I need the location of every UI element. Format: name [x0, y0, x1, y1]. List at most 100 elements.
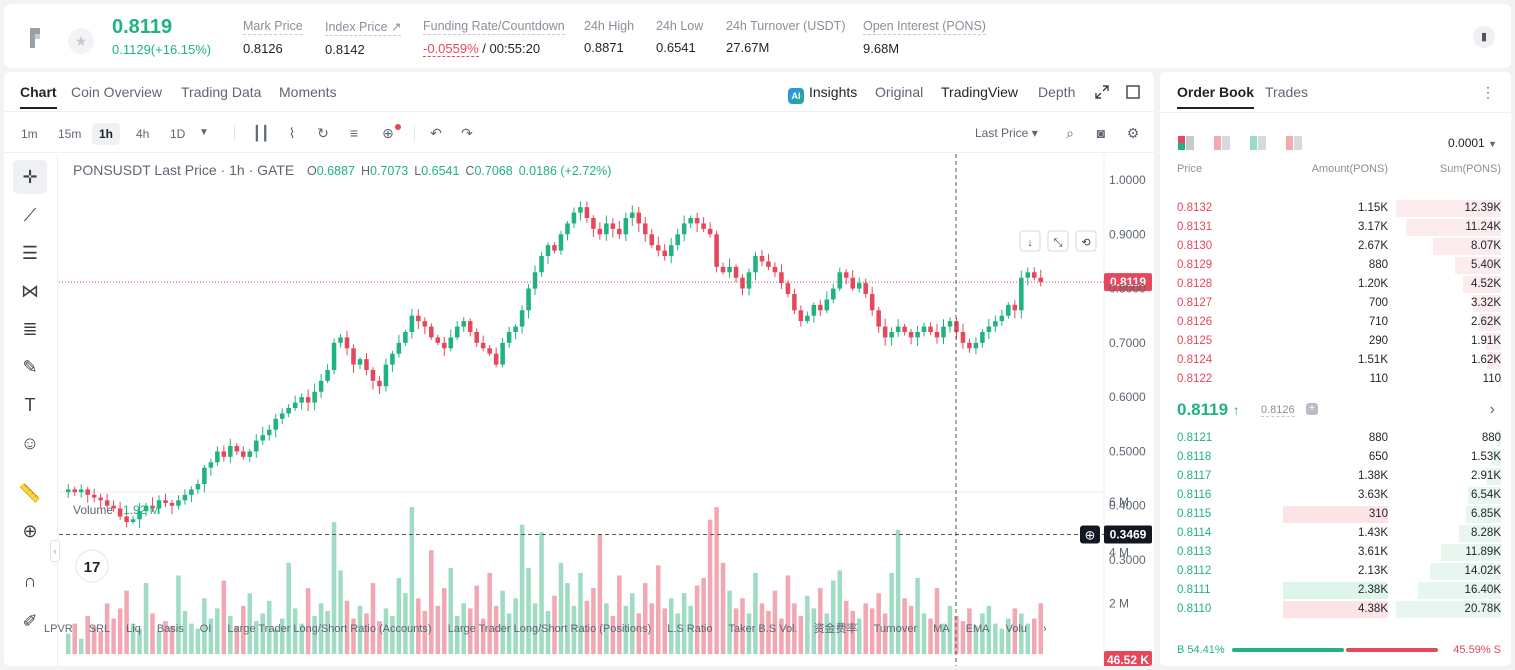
candle-body [863, 283, 868, 294]
volume-bar [720, 562, 726, 654]
ask-row[interactable]: 0.8129 880 5.40K [1160, 256, 1511, 275]
stat-index-price[interactable]: Index Price ↗ 0.8142 [325, 19, 402, 57]
bid-row[interactable]: 0.8121 880 880 [1160, 429, 1511, 448]
tab-coin-overview[interactable]: Coin Overview [71, 84, 163, 100]
ask-row[interactable]: 0.8122 110 110 [1160, 370, 1511, 389]
indicator-item[interactable]: LPVR [44, 623, 73, 635]
indicator-item[interactable]: L.S Ratio [667, 623, 713, 635]
crosshair-tool-icon[interactable]: ✛ [13, 160, 47, 194]
bid-row[interactable]: 0.8117 1.38K 2.91K [1160, 467, 1511, 486]
interval-1h[interactable]: 1h [92, 123, 121, 145]
redo-icon[interactable]: ↷ [461, 125, 473, 141]
emoji-tool-icon[interactable]: ☺ [20, 433, 40, 453]
bid-row[interactable]: 0.8118 650 1.53K [1160, 448, 1511, 467]
interval-1m[interactable]: 1m [21, 127, 38, 141]
bid-row[interactable]: 0.8115 310 6.85K [1160, 505, 1511, 524]
indicator-item[interactable]: OI [199, 623, 212, 635]
fib-tool-icon[interactable]: ≣ [22, 319, 38, 339]
view-tradingview[interactable]: TradingView [941, 84, 1019, 100]
indicator-item[interactable]: Turnover [873, 623, 918, 635]
indicator-item[interactable]: Large Trader Long/Short Ratio (Positions… [447, 623, 652, 635]
indicator-item[interactable]: MA [933, 623, 950, 635]
tab-trades[interactable]: Trades [1265, 84, 1309, 100]
magnet-tool-icon[interactable]: ∩ [23, 571, 37, 591]
window-icon[interactable] [1126, 85, 1140, 99]
text-tool-icon[interactable]: T [24, 395, 36, 415]
view-asks-icon[interactable] [1214, 136, 1230, 150]
ask-row[interactable]: 0.8124 1.51K 1.62K [1160, 351, 1511, 370]
pencil-edit-icon[interactable]: ✐ [22, 611, 38, 631]
replay-icon[interactable]: ↻ [317, 125, 329, 141]
zoom-in-tool-icon[interactable]: ⊕ [22, 521, 38, 541]
bookmark-icon[interactable]: ▮ [1473, 26, 1495, 48]
layout-icon[interactable]: ≡ [349, 125, 359, 141]
more-options-icon[interactable]: ⋮ [1481, 84, 1495, 100]
info-shield-icon[interactable]: + [1306, 403, 1318, 415]
mid-price[interactable]: 0.8119 ↑ [1177, 400, 1240, 420]
interval-1d[interactable]: 1D [170, 127, 186, 141]
ask-row[interactable]: 0.8132 1.15K 12.39K [1160, 199, 1511, 218]
stat-mark-price[interactable]: Mark Price 0.8126 [243, 19, 303, 56]
view-depth[interactable]: Depth [1038, 84, 1076, 100]
indicator-item[interactable]: Basis [156, 623, 184, 635]
tab-trading-data[interactable]: Trading Data [181, 84, 262, 100]
chevron-right-icon[interactable]: › [1042, 623, 1047, 635]
indicator-item[interactable]: SRL [88, 623, 111, 635]
mid-price-value: 0.8119 [1177, 400, 1229, 419]
bid-row[interactable]: 0.8116 3.63K 6.54K [1160, 486, 1511, 505]
price-type-select[interactable]: Last Price ▾ [975, 126, 1038, 140]
add-indicator-icon[interactable]: ⊕ [382, 125, 394, 141]
expand-icon[interactable] [1095, 85, 1109, 99]
bid-row[interactable]: 0.8112 2.13K 14.02K [1160, 562, 1511, 581]
candle-type-icon[interactable]: ┃┃ [252, 125, 270, 141]
pattern-tool-icon[interactable]: ⋈ [21, 281, 39, 301]
fullscreen-button[interactable] [1047, 230, 1069, 252]
tab-order-book[interactable]: Order Book [1177, 84, 1255, 109]
ask-row[interactable]: 0.8130 2.67K 8.07K [1160, 237, 1511, 256]
stat-open-interest[interactable]: Open Interest (PONS) 9.68M [863, 19, 986, 56]
indicators-icon[interactable]: ⌇ [288, 125, 296, 141]
view-depth-icon[interactable] [1286, 136, 1302, 150]
indicator-item[interactable]: 资金费率 [813, 623, 858, 635]
interval-15m[interactable]: 15m [58, 127, 82, 141]
chevron-right-icon[interactable]: › [1489, 401, 1495, 418]
scroll-down-button[interactable] [1019, 230, 1041, 252]
interval-4h[interactable]: 4h [136, 127, 150, 141]
indicator-item[interactable]: EMA [965, 623, 990, 635]
collapse-toolbar-icon[interactable]: ‹ [50, 540, 60, 562]
bid-row[interactable]: 0.8111 2.38K 16.40K [1160, 581, 1511, 600]
search-icon[interactable]: ⌕ [1066, 125, 1074, 141]
view-bids-icon[interactable] [1250, 136, 1266, 150]
view-both-icon[interactable] [1178, 136, 1194, 150]
ask-row[interactable]: 0.8125 290 1.91K [1160, 332, 1511, 351]
precision-select[interactable]: 0.0001 ▼ [1448, 136, 1497, 150]
indicator-item[interactable]: Volu [1005, 623, 1027, 635]
horizontal-lines-tool-icon[interactable]: ☰ [21, 243, 39, 263]
bid-row[interactable]: 0.8113 3.61K 11.89K [1160, 543, 1511, 562]
bid-row[interactable]: 0.8114 1.43K 8.28K [1160, 524, 1511, 543]
view-original[interactable]: Original [875, 84, 924, 100]
insights-button[interactable]: AI Insights [788, 84, 857, 104]
add-alert-button[interactable] [1080, 525, 1100, 544]
indicator-item[interactable]: Large Trader Long/Short Ratio (Accounts) [227, 623, 432, 635]
interval-dropdown-icon[interactable]: ▼ [199, 127, 209, 138]
settings-gear-icon[interactable]: ⚙ [1126, 125, 1140, 141]
stat-funding-rate[interactable]: Funding Rate/Countdown -0.0559% / 00:55:… [423, 19, 565, 57]
bid-row[interactable]: 0.8110 4.38K 20.78K [1160, 600, 1511, 619]
tab-moments[interactable]: Moments [279, 84, 337, 100]
ask-row[interactable]: 0.8127 700 3.32K [1160, 294, 1511, 313]
indicator-item[interactable]: Liq [126, 623, 141, 635]
ask-row[interactable]: 0.8128 1.20K 4.52K [1160, 275, 1511, 294]
ruler-tool-icon[interactable]: 📏 [18, 483, 42, 503]
reset-view-button[interactable] [1075, 230, 1097, 252]
favorite-star-icon[interactable]: ★ [68, 28, 94, 54]
trend-line-tool-icon[interactable]: ⟋ [23, 205, 37, 225]
undo-icon[interactable]: ↶ [430, 125, 442, 141]
ask-row[interactable]: 0.8126 710 2.62K [1160, 313, 1511, 332]
brush-tool-icon[interactable]: ✎ [22, 357, 38, 377]
camera-icon[interactable]: ◙ [1096, 125, 1106, 141]
ask-row[interactable]: 0.8131 3.17K 11.24K [1160, 218, 1511, 237]
tab-chart[interactable]: Chart [20, 84, 57, 109]
indicator-item[interactable]: Taker B.S Vol. [728, 623, 798, 635]
